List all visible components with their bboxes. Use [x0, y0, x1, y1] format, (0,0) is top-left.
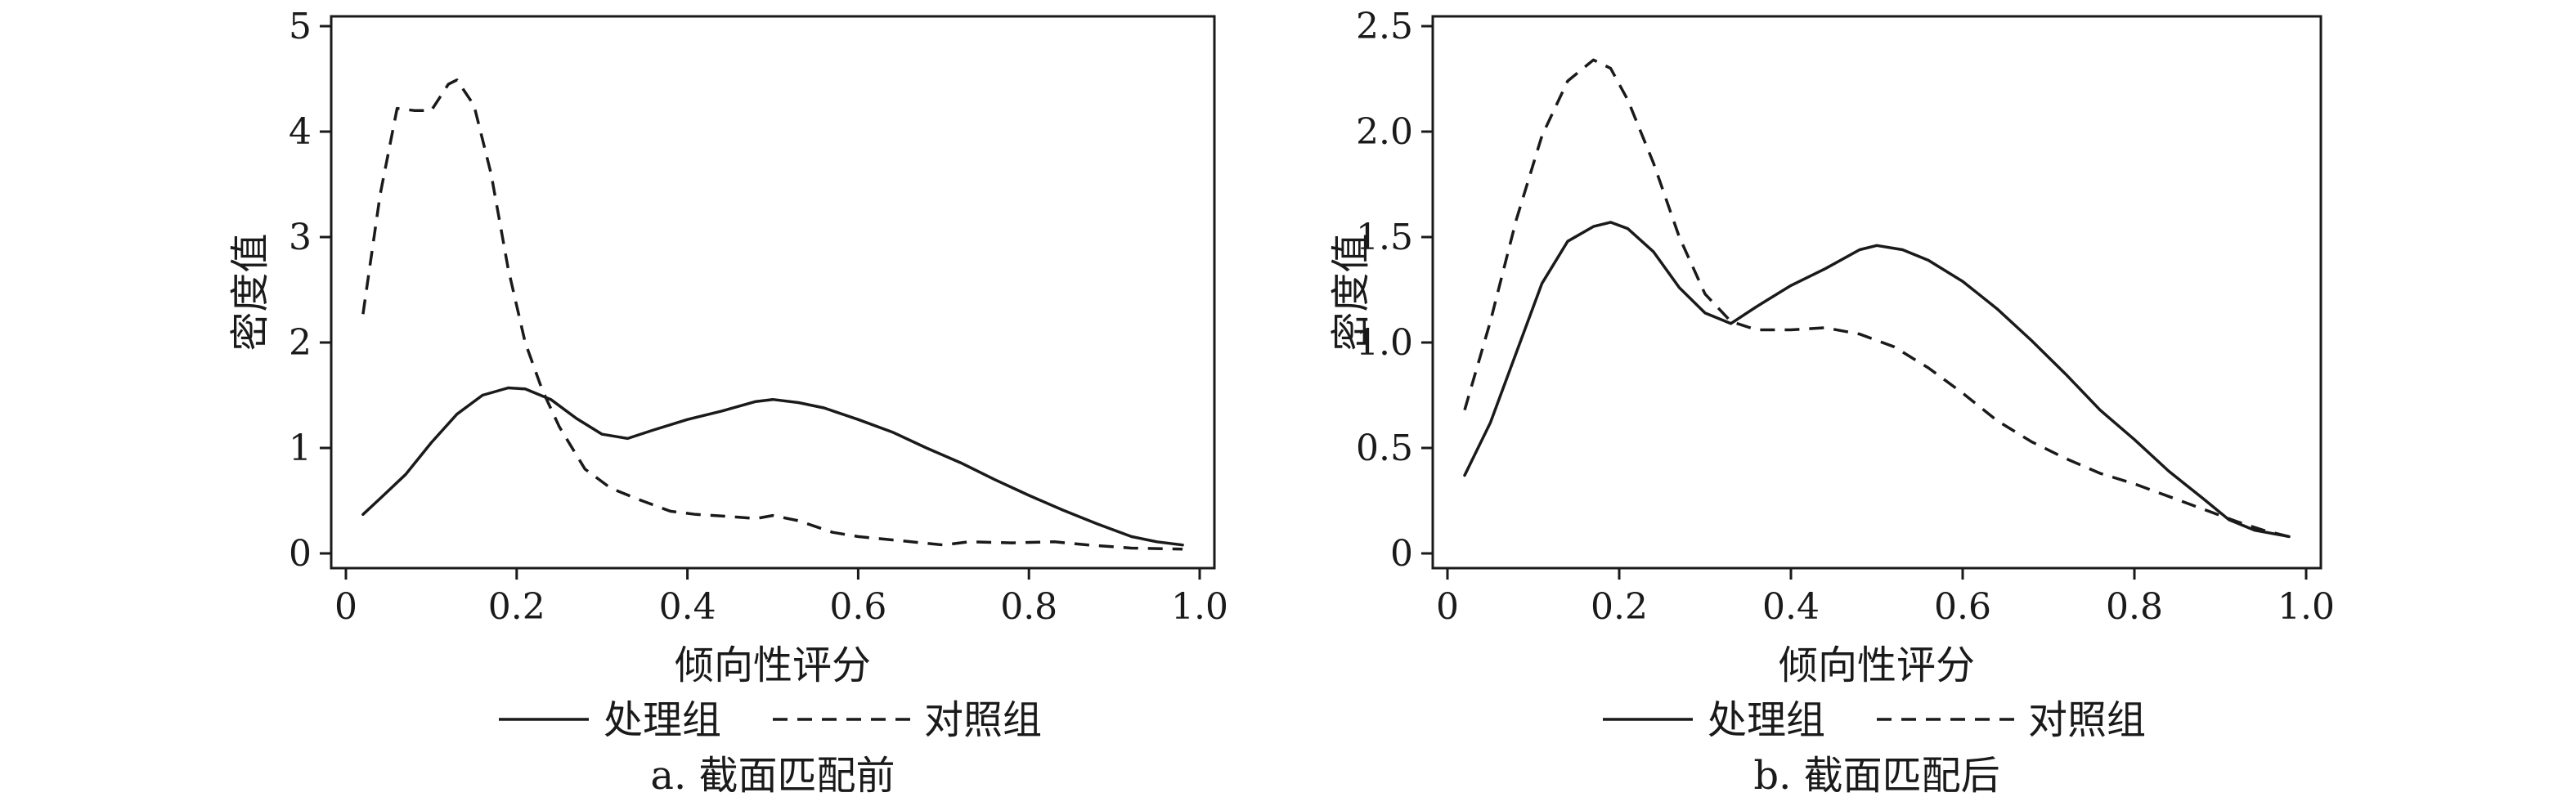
y-axis-label: 密度值: [227, 233, 273, 351]
plot-frame: [330, 15, 1216, 570]
chart-panel-b: 0 0.2 0.4 0.6 0.8 1.0 0 0.5 1.0 1.5 2.0 2.5 密度值倾向性评分…: [1328, 6, 2335, 799]
x-tick-label: 1.0: [1171, 586, 1228, 628]
x-tick-label: 0.8: [2106, 586, 2163, 628]
x-axis-label: 倾向性评分: [1779, 643, 1975, 688]
x-tick-label: 0: [1436, 586, 1459, 628]
series-line-treatment: [361, 386, 1184, 547]
y-tick-label: 0: [1390, 533, 1413, 575]
series-line-control: [1463, 58, 2290, 539]
y-tick-label: 1: [289, 428, 312, 469]
x-tick-label: 1.0: [2278, 586, 2335, 628]
plot-frame: [1431, 15, 2322, 570]
y-tick-label: 2.0: [1356, 111, 1413, 153]
legend-label-treatment: 处理组: [1708, 697, 1825, 743]
series-line-treatment: [1463, 221, 2291, 539]
y-tick-label: 2.5: [1356, 6, 1413, 47]
y-tick-label: 1.5: [1356, 217, 1413, 258]
x-tick-label: 0.6: [1934, 586, 1991, 628]
x-tick-label: 0.2: [488, 586, 545, 628]
x-tick-label: 0.2: [1591, 586, 1648, 628]
panel-caption: b. 截面匹配后: [1753, 753, 1999, 799]
legend-label-control: 对照组: [2028, 697, 2146, 743]
x-tick-label: 0.4: [1762, 586, 1820, 628]
panel-caption: a. 截面匹配前: [650, 753, 895, 799]
y-axis-label: 密度值: [1328, 233, 1374, 351]
y-tick-label: 3: [289, 217, 312, 258]
x-axis-label: 倾向性评分: [675, 643, 871, 688]
series-line-control: [361, 78, 1183, 551]
y-tick-label: 4: [289, 111, 312, 153]
y-tick-label: 0.5: [1356, 428, 1413, 469]
y-tick-label: 2: [289, 322, 312, 364]
x-tick-label: 0.8: [1000, 586, 1057, 628]
x-tick-label: 0.6: [829, 586, 886, 628]
legend: 处理组 对照组: [499, 697, 1042, 743]
legend: 处理组 对照组: [1603, 697, 2146, 743]
legend-label-treatment: 处理组: [604, 697, 721, 743]
y-tick-label: 0: [289, 533, 312, 575]
x-tick-label: 0.4: [659, 586, 716, 628]
y-tick-label: 5: [289, 6, 312, 47]
y-tick-label: 1.0: [1356, 322, 1413, 364]
legend-label-control: 对照组: [924, 697, 1042, 743]
x-tick-label: 0: [334, 586, 357, 628]
